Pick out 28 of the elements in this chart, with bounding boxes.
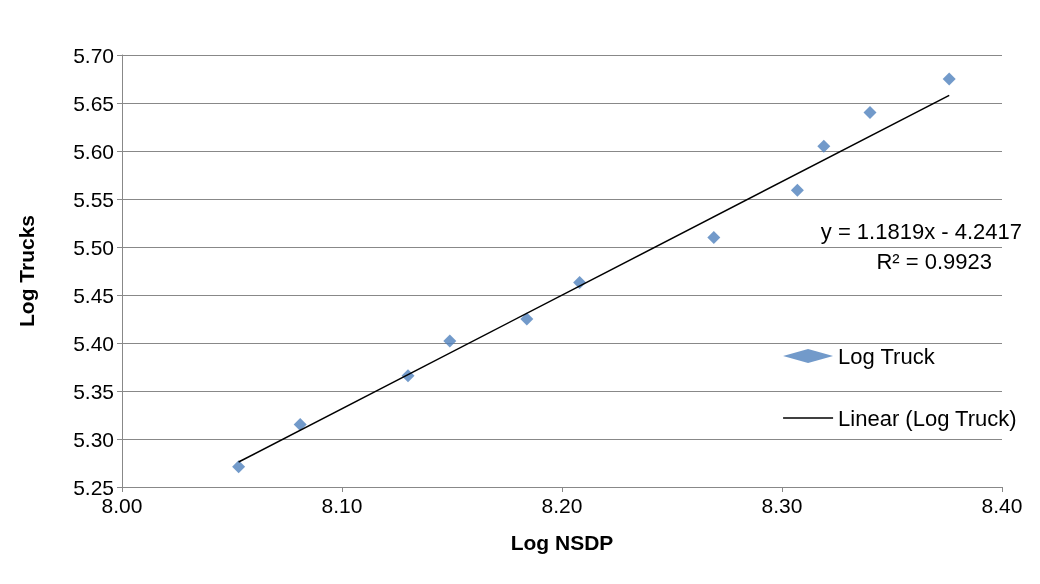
- x-tick-label: 8.20: [541, 494, 583, 517]
- y-tick-label: 5.35: [73, 379, 114, 403]
- x-tick-label: 8.10: [321, 494, 363, 517]
- y-axis-title: Log Trucks: [15, 214, 38, 328]
- legend-label: Log Truck: [838, 343, 936, 369]
- point: [817, 139, 831, 153]
- annotation: y = 1.1819x - 4.2417: [820, 218, 1022, 244]
- y-tick-label: 5.50: [73, 235, 114, 259]
- y-tick-label: 5.65: [73, 91, 114, 115]
- y-tick-label: 5.60: [73, 139, 114, 163]
- point: [520, 312, 534, 326]
- x-tick-label: 8.30: [761, 494, 803, 517]
- y-tick-label: 5.55: [73, 187, 114, 211]
- point: [707, 230, 721, 244]
- point: [293, 418, 307, 432]
- y-tick-label: 5.45: [73, 283, 114, 307]
- x-tick-label: 8.40: [981, 494, 1023, 517]
- point: [863, 106, 877, 120]
- x-axis-title: Log NSDP: [510, 531, 614, 554]
- point: [790, 183, 804, 197]
- y-tick-label: 5.30: [73, 427, 114, 451]
- y-tick-label: 5.70: [73, 43, 114, 67]
- point: [942, 72, 956, 86]
- annotation: R² = 0.9923: [876, 248, 992, 274]
- y-tick-label: 5.40: [73, 331, 114, 355]
- point: [232, 460, 246, 474]
- legend-label: Linear (Log Truck): [838, 405, 1017, 431]
- point: [443, 334, 457, 348]
